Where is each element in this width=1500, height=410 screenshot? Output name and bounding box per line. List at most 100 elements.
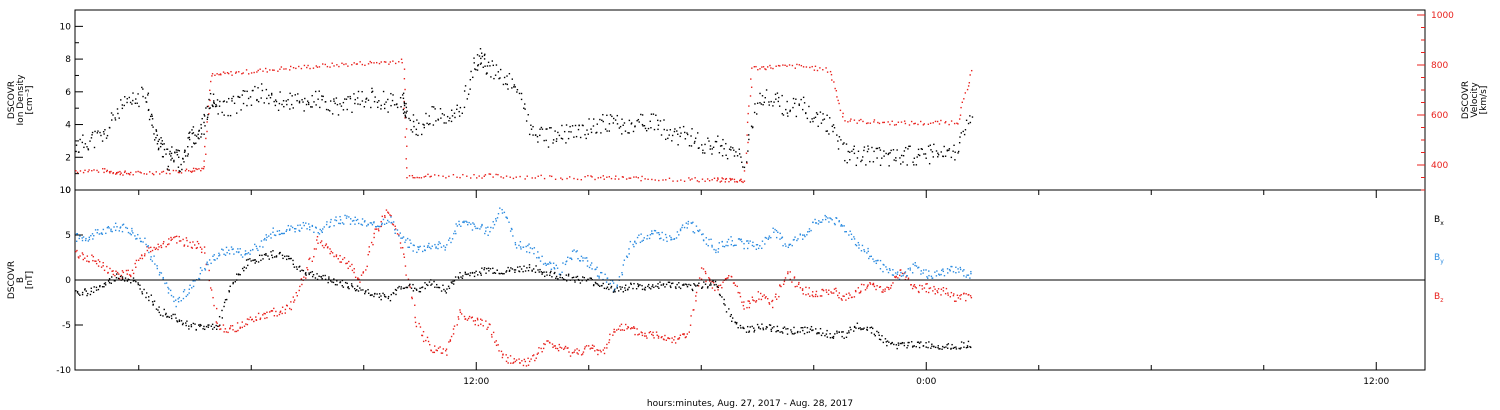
data-point [295,266,298,268]
data-point [407,246,409,248]
data-point [290,301,292,303]
data-point [769,324,772,326]
data-point [214,105,217,108]
data-point [708,140,710,142]
data-point [641,240,643,242]
data-point [779,284,781,286]
data-point [728,275,730,277]
data-point [244,253,247,255]
data-point [111,276,113,278]
data-point [398,61,400,63]
data-point [205,137,207,140]
data-point [492,64,495,67]
data-point [316,235,319,238]
data-point [262,246,264,248]
data-point [854,289,857,292]
data-point [351,64,353,66]
data-point [545,271,548,273]
data-point [836,330,838,332]
data-point [121,230,124,233]
data-point [116,172,118,175]
data-point [783,280,786,283]
data-point [635,288,638,290]
data-point [180,320,183,322]
data-point [844,231,846,233]
data-point [268,102,270,105]
data-point [525,120,528,122]
data-point [273,307,275,310]
data-point [969,115,971,117]
data-point [323,246,325,249]
data-point [941,269,943,271]
data-point [891,120,893,122]
data-point [537,251,539,253]
data-point [694,140,696,143]
data-point [959,348,961,350]
data-point [537,352,539,354]
data-point [421,286,423,289]
data-point [305,277,307,279]
data-point [735,244,737,247]
data-point [356,97,359,99]
data-point [869,327,871,329]
data-point [172,296,175,298]
data-point [351,285,353,287]
data-point [430,284,432,286]
data-point [412,114,415,116]
data-point [657,119,659,122]
data-point [394,62,397,65]
data-point [92,238,94,240]
data-point [86,260,88,262]
data-point [170,239,172,242]
data-point [860,328,862,331]
data-point [741,161,743,163]
data-point [241,256,244,258]
data-point [392,224,395,226]
data-point [82,258,84,261]
data-point [369,294,372,297]
data-point [350,218,352,220]
data-point [901,341,904,344]
data-point [380,108,382,110]
data-point [677,338,679,340]
top-ylabel-right-line-3: [km/s] [1479,86,1489,115]
data-point [561,178,564,181]
data-point [285,230,287,233]
data-point [746,121,749,124]
data-point [260,97,262,99]
data-point [825,216,827,218]
data-point [492,272,494,274]
data-point [298,100,301,103]
data-point [706,178,709,180]
data-point [204,252,206,254]
data-point [498,350,500,352]
data-point [886,286,888,288]
data-point [513,269,516,271]
data-point [903,342,905,344]
data-point [879,259,882,262]
data-point [681,226,683,229]
data-point [399,97,402,99]
data-point [883,150,885,152]
data-point [624,284,627,286]
data-point [477,65,479,67]
data-point [540,174,542,177]
data-point [734,321,736,324]
data-point [76,249,78,252]
bottom-ytick-label: 5 [65,231,71,241]
data-point [670,282,673,285]
data-point [669,235,671,237]
data-point [668,281,671,284]
data-point [102,228,105,231]
data-point [182,158,184,160]
data-point [192,170,194,172]
data-point [333,100,335,102]
data-point [324,274,326,277]
data-point [820,122,823,124]
data-point [228,97,230,100]
data-point [264,317,266,320]
data-point [95,286,98,289]
data-point [688,177,690,179]
data-point [241,94,243,96]
data-point [953,122,956,125]
